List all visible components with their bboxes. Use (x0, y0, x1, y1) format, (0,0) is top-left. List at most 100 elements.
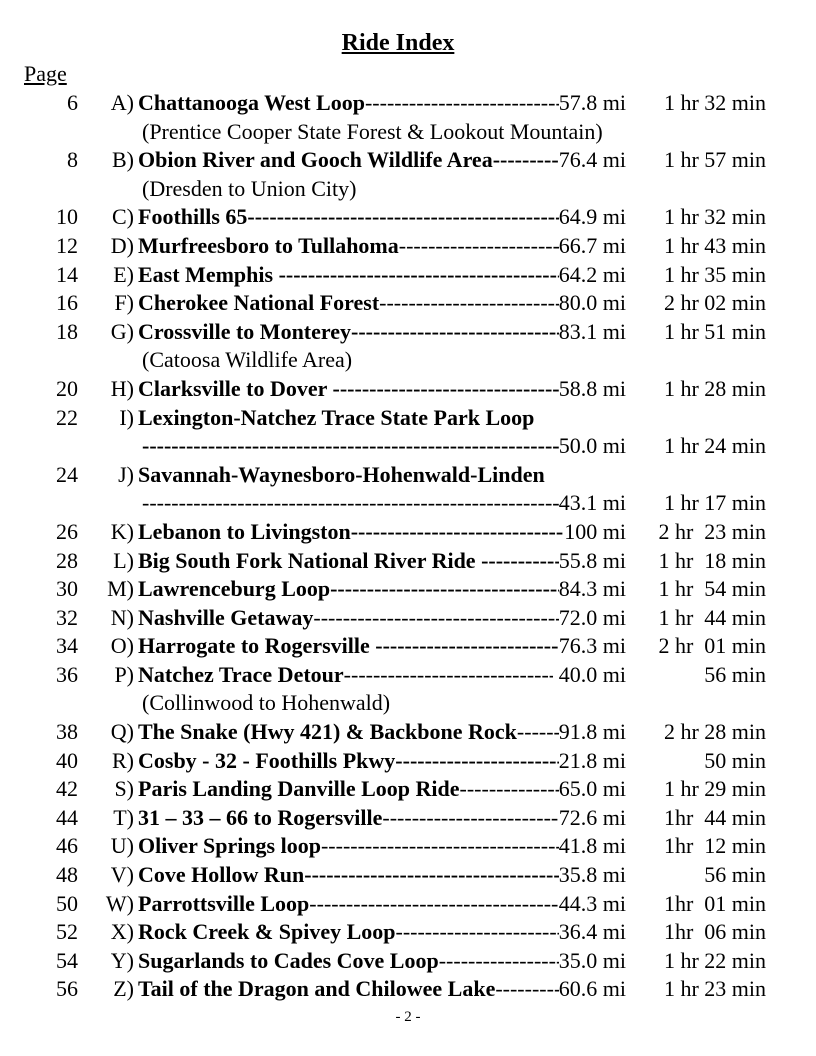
ride-leader-dashes: ----------------------------------------… (493, 146, 559, 175)
ride-letter: K) (78, 518, 138, 547)
ride-name: Sugarlands to Cades Cove Loop (138, 947, 439, 976)
ride-page-number: 8 (30, 146, 78, 175)
ride-name: Crossville to Monterey (138, 318, 351, 347)
ride-distance: 76.4 mi (559, 146, 626, 175)
ride-row: 32N)Nashville Getaway-------------------… (30, 604, 766, 633)
ride-leader-dashes: ----------------------------------------… (333, 375, 559, 404)
ride-letter: L) (78, 547, 138, 576)
ride-time: 1 hr 28 min (642, 375, 766, 404)
ride-page-number: 18 (30, 318, 78, 347)
ride-leader-dashes: ----------------------------------------… (313, 604, 558, 633)
ride-page-number: 20 (30, 375, 78, 404)
ride-distance: 64.2 mi (559, 261, 626, 290)
ride-distance: 91.8 mi (559, 718, 626, 747)
ride-name: Murfreesboro to Tullahoma (138, 232, 399, 261)
ride-letter: H) (78, 375, 138, 404)
ride-letter: O) (78, 632, 138, 661)
ride-time: 50 min (642, 747, 766, 776)
ride-row: 54Y)Sugarlands to Cades Cove Loop-------… (30, 947, 766, 976)
ride-continuation-row: ----------------------------------------… (142, 489, 766, 518)
ride-page-number: 40 (30, 747, 78, 776)
ride-distance: 35.8 mi (559, 861, 626, 890)
ride-page-number: 52 (30, 918, 78, 947)
ride-page-number: 54 (30, 947, 78, 976)
ride-page-number: 28 (30, 547, 78, 576)
ride-letter: S) (78, 775, 138, 804)
ride-time: 1 hr 51 min (642, 318, 766, 347)
ride-leader-dashes: ----------------------------------------… (247, 203, 558, 232)
ride-letter: N) (78, 604, 138, 633)
ride-row: 40R)Cosby - 32 - Foothills Pkwy---------… (30, 747, 766, 776)
ride-distance: 44.3 mi (559, 890, 626, 919)
ride-time: 2 hr 28 min (642, 718, 766, 747)
ride-time: 1 hr 43 min (642, 232, 766, 261)
ride-letter: C) (78, 203, 138, 232)
ride-row: 24J)Savannah-Waynesboro-Hohenwald-Linden (30, 461, 766, 490)
ride-time: 1 hr 24 min (642, 432, 766, 461)
ride-name: Lexington-Natchez Trace State Park Loop (138, 404, 534, 433)
ride-time: 1hr 12 min (642, 832, 766, 861)
ride-time: 56 min (642, 661, 766, 690)
ride-row: 42S)Paris Landing Danville Loop Ride----… (30, 775, 766, 804)
ride-leader-dashes: ----------------------------------------… (142, 489, 559, 518)
ride-time: 1 hr 22 min (642, 947, 766, 976)
ride-time: 1 hr 18 min (642, 547, 766, 576)
ride-name: Big South Fork National River Ride (138, 547, 481, 576)
ride-letter: D) (78, 232, 138, 261)
ride-page-number: 12 (30, 232, 78, 261)
ride-leader-dashes: ----------------------------------------… (481, 547, 559, 576)
ride-name: Cherokee National Forest (138, 289, 379, 318)
ride-name: Foothills 65 (138, 203, 247, 232)
ride-page-number: 10 (30, 203, 78, 232)
ride-distance: 76.3 mi (559, 632, 626, 661)
ride-leader-dashes: ----------------------------------------… (351, 518, 565, 547)
ride-index-list: 6A)Chattanooga West Loop----------------… (30, 89, 766, 1004)
ride-row: 44T)31 – 33 – 66 to Rogersville---------… (30, 804, 766, 833)
ride-time: 2 hr 02 min (642, 289, 766, 318)
ride-leader-dashes: ----------------------------------------… (382, 804, 558, 833)
ride-time: 1 hr 29 min (642, 775, 766, 804)
ride-letter: A) (78, 89, 138, 118)
ride-row: 16F)Cherokee National Forest------------… (30, 289, 766, 318)
ride-page-number: 26 (30, 518, 78, 547)
ride-time: 1 hr 57 min (642, 146, 766, 175)
ride-row: 6A)Chattanooga West Loop----------------… (30, 89, 766, 118)
ride-name: Clarksville to Dover (138, 375, 333, 404)
ride-letter: B) (78, 146, 138, 175)
page-container: Ride Index Page 6A)Chattanooga West Loop… (0, 0, 816, 1056)
ride-distance: 41.8 mi (559, 832, 626, 861)
ride-subtitle: (Dresden to Union City) (142, 175, 766, 204)
ride-name: Rock Creek & Spivey Loop (138, 918, 396, 947)
ride-leader-dashes: ----------------------------------------… (142, 432, 559, 461)
ride-row: 48V)Cove Hollow Run---------------------… (30, 861, 766, 890)
page-column-header: Page (24, 61, 766, 87)
ride-distance: 60.6 mi (559, 975, 626, 1004)
ride-page-number: 48 (30, 861, 78, 890)
ride-row: 38Q)The Snake (Hwy 421) & Backbone Rock-… (30, 718, 766, 747)
ride-time: 1 hr 44 min (642, 604, 766, 633)
ride-letter: R) (78, 747, 138, 776)
ride-distance: 21.8 mi (559, 747, 626, 776)
ride-continuation-row: ----------------------------------------… (142, 432, 766, 461)
ride-time: 1 hr 23 min (642, 975, 766, 1004)
ride-distance: 83.1 mi (559, 318, 626, 347)
ride-time: 1 hr 35 min (642, 261, 766, 290)
ride-time: 56 min (642, 861, 766, 890)
ride-leader-dashes: ----------------------------------------… (396, 918, 559, 947)
ride-name: East Memphis (138, 261, 279, 290)
ride-letter: Q) (78, 718, 138, 747)
ride-row: 26K)Lebanon to Livingston---------------… (30, 518, 766, 547)
ride-leader-dashes: ----------------------------------------… (495, 975, 558, 1004)
ride-row: 18G)Crossville to Monterey--------------… (30, 318, 766, 347)
ride-distance: 80.0 mi (559, 289, 626, 318)
ride-leader-dashes: ----------------------------------------… (309, 890, 558, 919)
ride-leader-dashes: ----------------------------------------… (304, 861, 559, 890)
ride-name: Natchez Trace Detour (138, 661, 344, 690)
ride-distance: 100 mi (564, 518, 626, 547)
ride-distance: 36.4 mi (559, 918, 626, 947)
ride-leader-dashes: ----------------------------------------… (351, 318, 559, 347)
ride-time: 1hr 01 min (642, 890, 766, 919)
ride-name: Chattanooga West Loop (138, 89, 365, 118)
ride-letter: E) (78, 261, 138, 290)
ride-letter: M) (78, 575, 138, 604)
